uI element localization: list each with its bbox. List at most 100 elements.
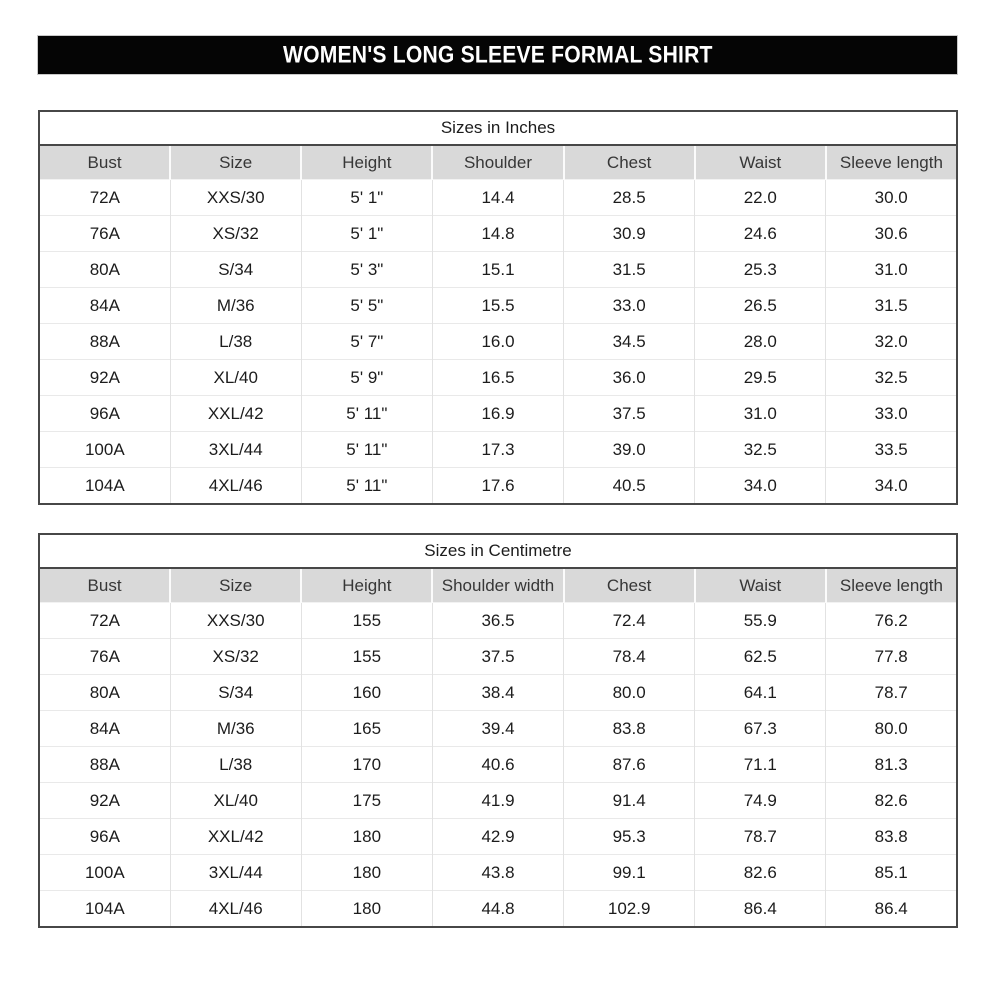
- table-cell: S/34: [169, 251, 302, 288]
- table-cell: 64.1: [694, 674, 826, 711]
- table-body: 72A XXS/30 5' 1" 14.4 28.5 22.0 30.0 76A XS/32 5'…: [39, 179, 957, 504]
- column-header: Chest: [562, 145, 695, 180]
- table-cell: 38.4: [431, 674, 564, 711]
- table-cell: 71.1: [694, 746, 826, 783]
- table-title: Sizes in Centimetre: [39, 534, 957, 569]
- table-row: 76A XS/32 5' 1" 14.8 30.9 24.6 30.6: [39, 215, 957, 252]
- table-cell: 85.1: [825, 854, 957, 891]
- column-header-row: Bust Size Height Shoulder width Chest Waist Sl…: [39, 568, 957, 603]
- table-cell: 24.6: [694, 215, 826, 252]
- table-cell: 32.0: [825, 323, 957, 360]
- table-cell: 5' 1": [300, 179, 433, 216]
- table-cell: 96A: [39, 818, 171, 855]
- table-title-row: Sizes in Centimetre: [39, 534, 957, 569]
- centimetre-size-table: Sizes in Centimetre Bust Size Height Should…: [38, 533, 958, 928]
- table-cell: 180: [300, 854, 433, 891]
- table-cell: 80A: [39, 674, 171, 711]
- column-header: Chest: [562, 568, 695, 603]
- table-cell: 78.4: [563, 638, 695, 675]
- table-row: 88A L/38 170 40.6 87.6 71.1 81.3: [39, 746, 957, 783]
- table-cell: 28.5: [563, 179, 695, 216]
- column-header-row: Bust Size Height Shoulder Chest Waist Sleeve l…: [39, 145, 957, 180]
- column-header: Shoulder: [431, 145, 564, 180]
- table-cell: 14.8: [431, 215, 564, 252]
- table-cell: 34.5: [563, 323, 695, 360]
- table-cell: XXS/30: [169, 179, 302, 216]
- table-cell: 33.5: [825, 431, 957, 468]
- table-cell: 37.5: [431, 638, 564, 675]
- table-title: Sizes in Inches: [39, 111, 957, 146]
- table-row: 100A 3XL/44 5' 11" 17.3 39.0 32.5 33.5: [39, 431, 957, 468]
- table-cell: 76A: [39, 215, 171, 252]
- table-cell: 81.3: [825, 746, 957, 783]
- table-cell: 36.0: [563, 359, 695, 396]
- table-cell: 3XL/44: [169, 854, 302, 891]
- table-cell: 32.5: [825, 359, 957, 396]
- table-cell: 30.6: [825, 215, 957, 252]
- table-cell: 91.4: [563, 782, 695, 819]
- table-cell: 36.5: [431, 602, 564, 639]
- table-cell: 15.5: [431, 287, 564, 324]
- table-cell: 87.6: [563, 746, 695, 783]
- table-row: 104A 4XL/46 180 44.8 102.9 86.4 86.4: [39, 890, 957, 927]
- column-header: Bust: [39, 568, 171, 603]
- table-cell: 76.2: [825, 602, 957, 639]
- table-cell: 39.4: [431, 710, 564, 747]
- table-cell: 88A: [39, 323, 171, 360]
- table-cell: 42.9: [431, 818, 564, 855]
- table-cell: 72.4: [563, 602, 695, 639]
- column-header: Height: [300, 145, 433, 180]
- table-row: 104A 4XL/46 5' 11" 17.6 40.5 34.0 34.0: [39, 467, 957, 504]
- table-cell: 3XL/44: [169, 431, 302, 468]
- table-cell: XXS/30: [169, 602, 302, 639]
- table-cell: 83.8: [825, 818, 957, 855]
- table-cell: 29.5: [694, 359, 826, 396]
- inches-size-table: Sizes in Inches Bust Size Height Shoulder Ch…: [38, 110, 958, 505]
- table-cell: 76A: [39, 638, 171, 675]
- page-title: WOMEN'S LONG SLEEVE FORMAL SHIRT: [282, 40, 713, 68]
- table-cell: M/36: [169, 287, 302, 324]
- table-cell: 180: [300, 890, 433, 927]
- table-cell: 15.1: [431, 251, 564, 288]
- table-cell: 16.5: [431, 359, 564, 396]
- table-cell: 40.6: [431, 746, 564, 783]
- table-cell: 160: [300, 674, 433, 711]
- table-cell: 22.0: [694, 179, 826, 216]
- table-body: 72A XXS/30 155 36.5 72.4 55.9 76.2 76A XS/32 155 3…: [39, 602, 957, 927]
- table-cell: 175: [300, 782, 433, 819]
- table-cell: 40.5: [563, 467, 695, 504]
- table-cell: 100A: [39, 431, 171, 468]
- table-row: 84A M/36 5' 5" 15.5 33.0 26.5 31.5: [39, 287, 957, 324]
- table-cell: 96A: [39, 395, 171, 432]
- table-cell: 33.0: [563, 287, 695, 324]
- table-cell: 28.0: [694, 323, 826, 360]
- table-cell: 72A: [39, 179, 171, 216]
- table-cell: 31.0: [694, 395, 826, 432]
- table-row: 96A XXL/42 5' 11" 16.9 37.5 31.0 33.0: [39, 395, 957, 432]
- table-row: 84A M/36 165 39.4 83.8 67.3 80.0: [39, 710, 957, 747]
- column-header: Height: [300, 568, 433, 603]
- table-cell: 102.9: [563, 890, 695, 927]
- table-cell: 31.5: [563, 251, 695, 288]
- table-cell: 37.5: [563, 395, 695, 432]
- table-cell: 17.6: [431, 467, 564, 504]
- table-cell: 41.9: [431, 782, 564, 819]
- table-cell: 55.9: [694, 602, 826, 639]
- table-cell: 84A: [39, 287, 171, 324]
- table-row: 72A XXS/30 155 36.5 72.4 55.9 76.2: [39, 602, 957, 639]
- table-cell: 67.3: [694, 710, 826, 747]
- table-cell: 86.4: [825, 890, 957, 927]
- table-cell: 34.0: [694, 467, 826, 504]
- table-cell: 5' 1": [300, 215, 433, 252]
- table-cell: XS/32: [169, 638, 302, 675]
- table-row: 76A XS/32 155 37.5 78.4 62.5 77.8: [39, 638, 957, 675]
- table-cell: 92A: [39, 782, 171, 819]
- table-cell: 5' 5": [300, 287, 433, 324]
- table-row: 72A XXS/30 5' 1" 14.4 28.5 22.0 30.0: [39, 179, 957, 216]
- table-cell: XS/32: [169, 215, 302, 252]
- table-row: 92A XL/40 175 41.9 91.4 74.9 82.6: [39, 782, 957, 819]
- table-cell: 74.9: [694, 782, 826, 819]
- table-cell: 5' 11": [300, 395, 433, 432]
- table-cell: 80.0: [563, 674, 695, 711]
